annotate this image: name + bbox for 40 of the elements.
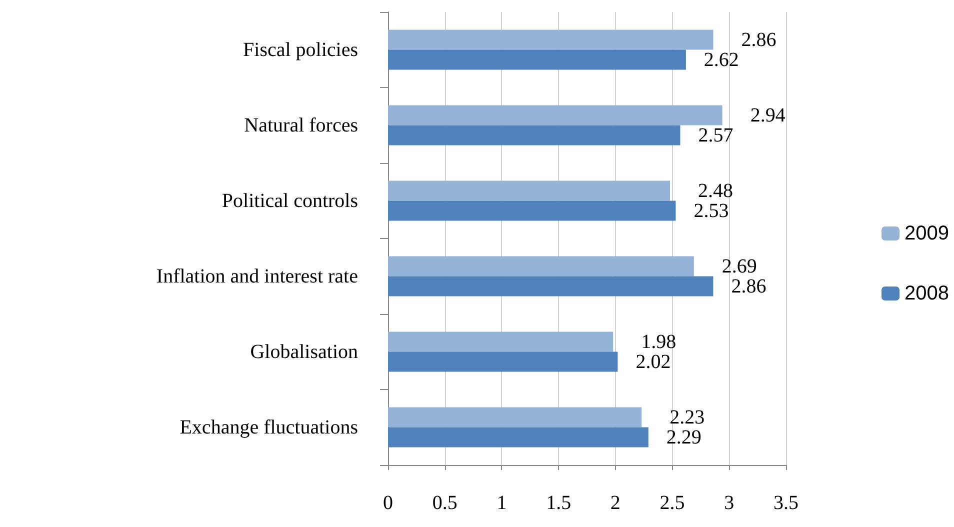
data-label: 2.86 [741, 28, 776, 51]
data-label: 2.57 [698, 124, 734, 146]
x-tick-label: 0.5 [432, 492, 458, 514]
data-label: 2.69 [722, 255, 757, 278]
x-tick-label: 1 [496, 492, 507, 514]
bar [388, 352, 618, 372]
data-label: 2.94 [750, 104, 786, 126]
data-label: 2.02 [636, 350, 671, 373]
x-tick-label: 3.5 [774, 492, 798, 514]
y-tick-label: Fiscal policies [243, 38, 358, 61]
bar [388, 256, 694, 276]
y-tick-label: Exchange fluctuations [180, 416, 358, 438]
data-label: 2.53 [694, 200, 729, 222]
data-label: 2.86 [731, 275, 766, 298]
data-label: 2.29 [666, 426, 702, 448]
legend-label: 2008 [904, 282, 950, 304]
x-tick-label: 1.5 [546, 492, 572, 514]
bar [388, 407, 642, 428]
bar [388, 180, 670, 201]
x-tick-label: 2 [610, 492, 620, 514]
bar [388, 50, 686, 70]
x-tick-label: 0 [383, 492, 393, 514]
y-tick-label: Globalisation [250, 340, 358, 363]
data-label: 1.98 [641, 330, 676, 353]
x-tick-label: 2.5 [660, 492, 685, 514]
data-label: 2.48 [698, 180, 734, 202]
y-tick-label: Political controls [222, 190, 358, 212]
data-label: 2.23 [670, 406, 705, 428]
bar [388, 427, 648, 448]
bar [388, 276, 714, 296]
bar [388, 105, 722, 126]
bar [388, 125, 680, 146]
data-label: 2.62 [704, 48, 739, 71]
y-tick-label: Inflation and interest rate [156, 265, 358, 288]
y-tick-label: Natural forces [244, 114, 358, 136]
bar [388, 30, 714, 50]
x-tick-label: 3 [724, 492, 734, 514]
legend-label: 2009 [904, 222, 950, 244]
bar [388, 332, 614, 352]
bar [388, 200, 676, 221]
